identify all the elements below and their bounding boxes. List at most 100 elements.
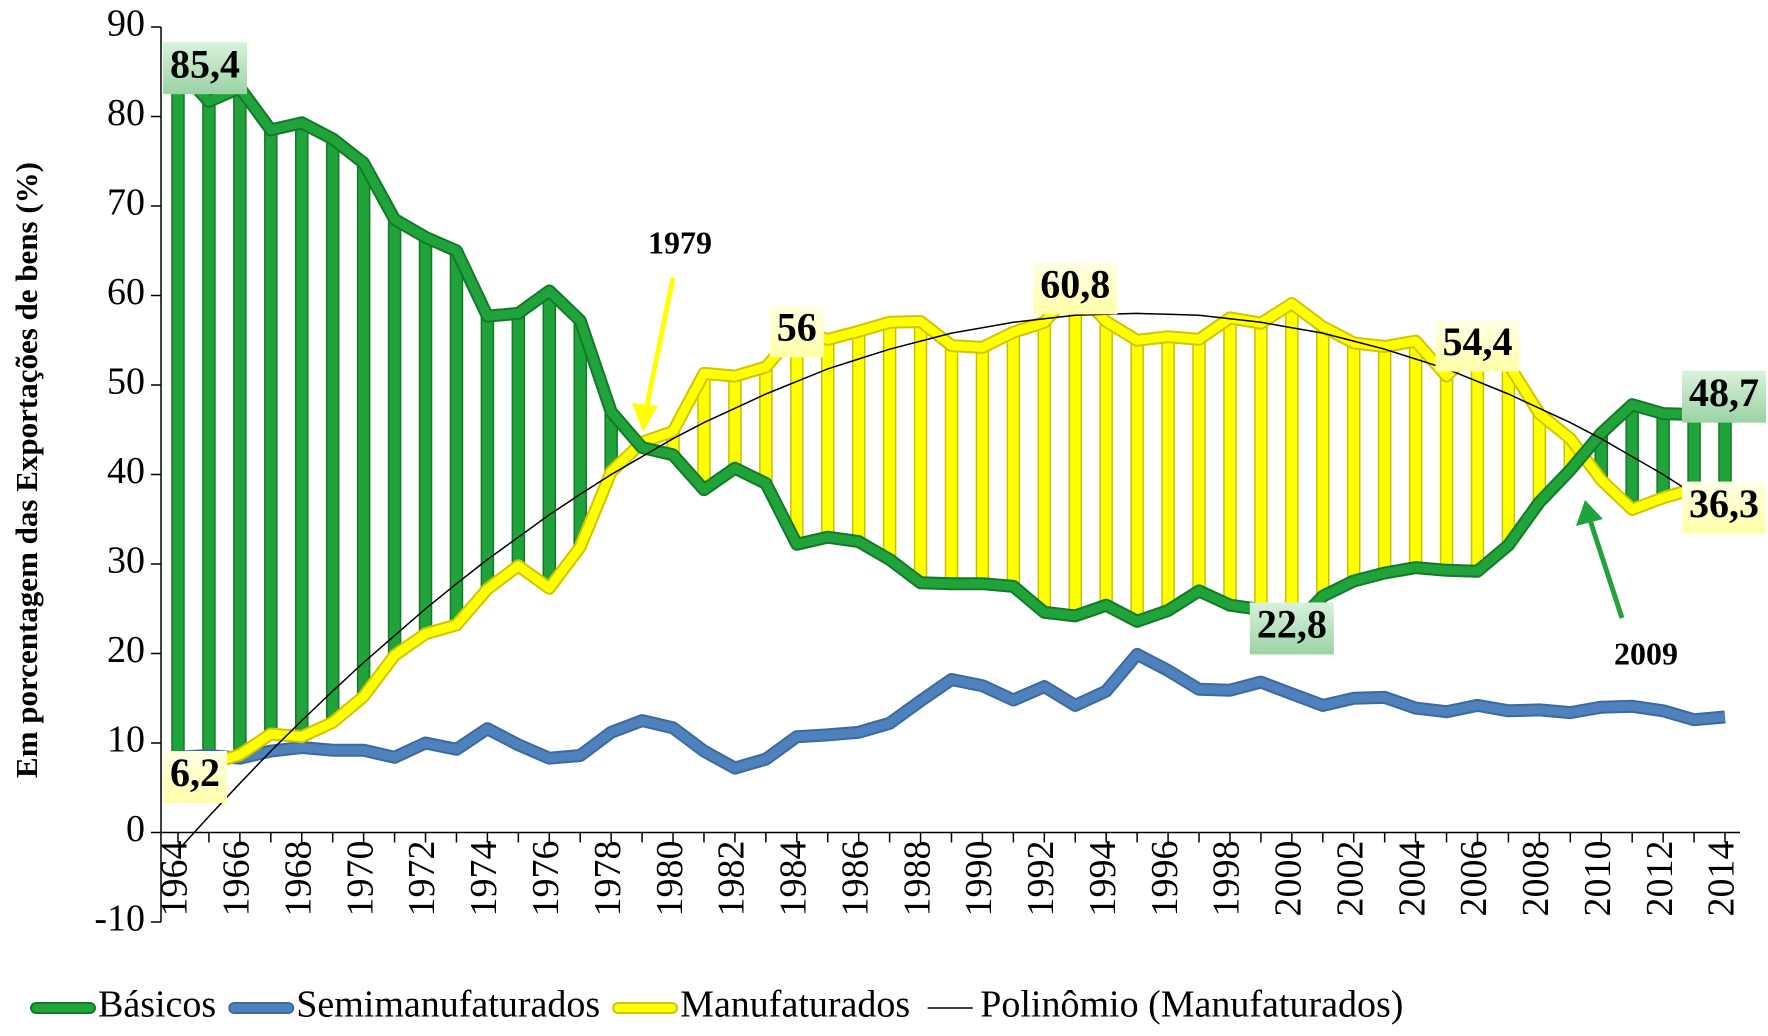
high-low-bar: [882, 321, 897, 561]
x-tick-label: 1964: [154, 841, 196, 917]
high-low-bar: [264, 129, 278, 735]
high-low-bar: [728, 375, 742, 469]
value-label-box: [1682, 370, 1766, 423]
annotation: 1979: [648, 224, 712, 260]
high-low-bar: [790, 330, 804, 546]
high-low-bar: [202, 100, 216, 766]
value-label: 22,8: [1249, 602, 1334, 655]
y-tick-label: 0: [126, 808, 145, 850]
high-low-bar: [1006, 331, 1021, 588]
value-label-box: [769, 305, 824, 358]
y-tick-label: -10: [94, 898, 145, 940]
arrow: [1587, 519, 1625, 619]
x-tick-label: 1990: [958, 841, 1000, 917]
x-tick-label: 1976: [525, 841, 567, 917]
annotation-2009: 2009: [1576, 500, 1678, 671]
high-low-bar: [1285, 302, 1299, 630]
x-tick-label: 1982: [711, 841, 753, 917]
high-low-bar: [233, 87, 247, 756]
high-low-bar: [1161, 335, 1175, 612]
trend-line: [177, 312, 1726, 851]
annotation: 2009: [1614, 635, 1678, 671]
arrow-head: [632, 403, 658, 432]
high-low-bar: [480, 315, 495, 590]
high-low-bar: [1377, 345, 1392, 574]
value-label-text: 36,3: [1689, 481, 1759, 526]
x-tick-label: 1988: [896, 841, 938, 917]
value-label-box: [1249, 602, 1334, 655]
value-label-box: [1033, 262, 1118, 315]
high-low-bar: [1099, 320, 1113, 606]
x-tick-label: 1972: [401, 841, 443, 917]
x-tick-label: 1966: [216, 841, 258, 917]
x-tick-label: 1996: [1144, 841, 1186, 917]
high-low-bar: [1068, 287, 1083, 617]
high-low-bar: [1254, 322, 1268, 611]
high-low-bar: [449, 250, 464, 626]
legend-label: Semimanufaturados: [296, 984, 600, 1026]
y-tick-label: 50: [107, 361, 145, 403]
x-tick-label: 2000: [1268, 841, 1310, 917]
x-tick-label: 2006: [1453, 841, 1495, 917]
x-tick-label: 2014: [1701, 841, 1743, 917]
value-label-box: [163, 751, 227, 804]
high-low-bar: [1439, 375, 1454, 572]
high-low-bar: [975, 346, 990, 585]
high-low-bar: [387, 218, 402, 657]
high-low-bar: [171, 67, 185, 778]
y-tick-label: 20: [107, 629, 145, 671]
x-tick-label: 2012: [1639, 841, 1681, 917]
high-low-bar: [295, 122, 309, 738]
value-label: 48,7: [1682, 370, 1766, 423]
value-label-text: 54,4: [1442, 319, 1512, 364]
high-low-bar: [944, 344, 959, 585]
series-line: [174, 65, 1728, 633]
legend-label: Polinômio (Manufaturados): [980, 984, 1403, 1026]
y-tick-label: 60: [107, 271, 145, 313]
x-tick-label: 1980: [649, 841, 691, 917]
high-low-bar: [542, 290, 557, 589]
legend-label: Manufaturados: [680, 984, 910, 1026]
legend-label: Básicos: [98, 984, 216, 1026]
high-low-bar: [1223, 317, 1237, 606]
value-label: 36,3: [1682, 481, 1766, 534]
high-low-bar: [1316, 326, 1330, 597]
value-label-text: 6,2: [170, 750, 220, 795]
value-label-box: [1682, 481, 1766, 534]
high-low-bar: [356, 162, 371, 698]
x-tick-label: 1974: [463, 841, 505, 917]
high-low-bar: [1408, 340, 1423, 569]
series-line: [177, 649, 1726, 773]
high-low-bar: [1130, 339, 1144, 623]
high-low-bar: [759, 366, 773, 485]
high-low-bar: [1037, 321, 1052, 614]
y-tick-label: 70: [107, 182, 145, 224]
y-tick-label: 10: [107, 719, 145, 761]
high-low-bar: [511, 312, 526, 567]
arrow-head: [1576, 500, 1603, 526]
value-label-text: 60,8: [1040, 262, 1110, 307]
high-low-bar: [1687, 413, 1701, 490]
x-tick-label: 2010: [1577, 841, 1619, 917]
high-low-bar: [851, 330, 866, 543]
plot: -10 0 10 20 30 40 50 60 70 80 90 1964 1966 1968 1970 19…: [94, 3, 1766, 940]
high-low-bar: [913, 320, 928, 584]
value-label-text: 48,7: [1689, 370, 1759, 415]
high-low-bar: [573, 319, 587, 548]
x-tick-label: 1992: [1020, 841, 1062, 917]
x-tick-label: 2008: [1515, 841, 1557, 917]
value-label-text: 22,8: [1257, 602, 1327, 647]
y-tick-label: 80: [107, 92, 145, 134]
value-label-box: [1435, 319, 1520, 372]
x-tick-label: 2004: [1391, 841, 1433, 917]
y-axis-label: Em porcentagem das Exportações de bens (…: [9, 162, 44, 778]
value-label-text: 56: [777, 304, 817, 349]
value-label-text: 85,4: [170, 41, 240, 86]
y-tick-label: 40: [107, 450, 145, 492]
legend: Básicos Semimanufaturados Manufaturados Pol…: [30, 984, 1403, 1026]
value-label-box: [163, 42, 247, 95]
x-tick-label: 1994: [1082, 841, 1124, 917]
value-label: 54,4: [1435, 319, 1520, 372]
x-tick-label: 1998: [1206, 841, 1248, 917]
